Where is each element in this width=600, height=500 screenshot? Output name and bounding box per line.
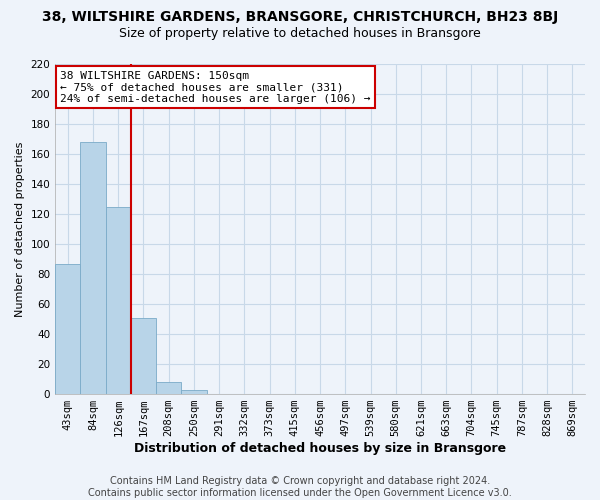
Text: Size of property relative to detached houses in Bransgore: Size of property relative to detached ho… xyxy=(119,28,481,40)
Bar xyxy=(131,318,156,394)
Text: 38 WILTSHIRE GARDENS: 150sqm
← 75% of detached houses are smaller (331)
24% of s: 38 WILTSHIRE GARDENS: 150sqm ← 75% of de… xyxy=(61,70,371,104)
Y-axis label: Number of detached properties: Number of detached properties xyxy=(15,142,25,316)
Text: Contains HM Land Registry data © Crown copyright and database right 2024.
Contai: Contains HM Land Registry data © Crown c… xyxy=(88,476,512,498)
Bar xyxy=(181,390,206,394)
Bar xyxy=(55,264,80,394)
X-axis label: Distribution of detached houses by size in Bransgore: Distribution of detached houses by size … xyxy=(134,442,506,455)
Bar xyxy=(156,382,181,394)
Text: 38, WILTSHIRE GARDENS, BRANSGORE, CHRISTCHURCH, BH23 8BJ: 38, WILTSHIRE GARDENS, BRANSGORE, CHRIST… xyxy=(42,10,558,24)
Bar xyxy=(106,206,131,394)
Bar xyxy=(80,142,106,394)
